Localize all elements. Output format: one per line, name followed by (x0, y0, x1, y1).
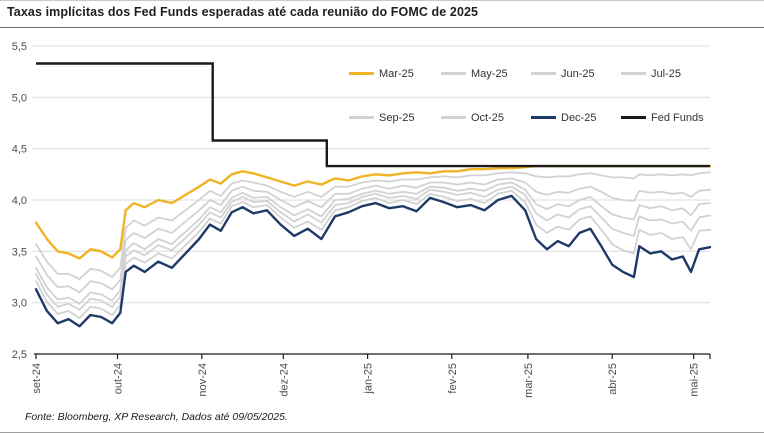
source-note: Fonte: Bloomberg, XP Research, Dados até… (25, 411, 288, 423)
svg-text:set-24: set-24 (31, 363, 43, 394)
legend-swatch-sep-25 (349, 116, 374, 119)
legend-label-jun-25: Jun-25 (561, 67, 595, 80)
legend-label-may-25: May-25 (471, 67, 508, 80)
svg-text:jan-25: jan-25 (363, 363, 375, 395)
legend-item-mar-25: Mar-25 (347, 63, 439, 84)
page-title: Taxas implícitas dos Fed Funds esperadas… (7, 5, 479, 19)
legend-swatch-jun-25 (531, 72, 556, 75)
legend-label-jul-25: Jul-25 (651, 67, 681, 80)
legend-swatch-fed-funds (621, 116, 646, 119)
legend-item-oct-25: Oct-25 (439, 107, 529, 128)
svg-text:4,0: 4,0 (12, 195, 27, 207)
legend-item-jul-25: Jul-25 (619, 63, 715, 84)
svg-text:nov-24: nov-24 (197, 363, 209, 397)
legend-swatch-mar-25 (349, 72, 374, 75)
svg-text:fev-25: fev-25 (447, 363, 459, 394)
svg-text:dez-24: dez-24 (278, 363, 290, 397)
svg-text:3,5: 3,5 (12, 246, 27, 258)
legend-item-sep-25: Sep-25 (347, 107, 439, 128)
legend-item-fed-funds: Fed Funds (619, 107, 715, 128)
legend-swatch-oct-25 (441, 116, 466, 119)
legend-item-jun-25: Jun-25 (529, 63, 619, 84)
svg-text:mar-25: mar-25 (523, 363, 535, 398)
svg-text:5,5: 5,5 (12, 41, 27, 53)
legend-swatch-jul-25 (621, 72, 646, 75)
legend-label-dec-25: Dec-25 (561, 111, 597, 124)
svg-text:2,5: 2,5 (12, 349, 27, 361)
legend-swatch-dec-25 (531, 116, 556, 119)
svg-text:3,0: 3,0 (12, 298, 27, 310)
svg-text:4,5: 4,5 (12, 144, 27, 156)
legend-label-oct-25: Oct-25 (471, 111, 505, 124)
svg-text:mai-25: mai-25 (689, 363, 701, 397)
svg-text:out-24: out-24 (113, 363, 125, 394)
legend-item-may-25: May-25 (439, 63, 529, 84)
legend-label-sep-25: Sep-25 (379, 111, 415, 124)
legend-label-mar-25: Mar-25 (379, 67, 414, 80)
legend-item-dec-25: Dec-25 (529, 107, 619, 128)
svg-text:5,0: 5,0 (12, 92, 27, 104)
svg-text:abr-25: abr-25 (607, 363, 619, 395)
legend-swatch-may-25 (441, 72, 466, 75)
legend-label-fed-funds: Fed Funds (651, 111, 704, 124)
chart-legend: Mar-25 May-25 Jun-25 Jul-25 Sep-25 Oct-2… (347, 63, 715, 128)
title-divider (0, 27, 764, 28)
